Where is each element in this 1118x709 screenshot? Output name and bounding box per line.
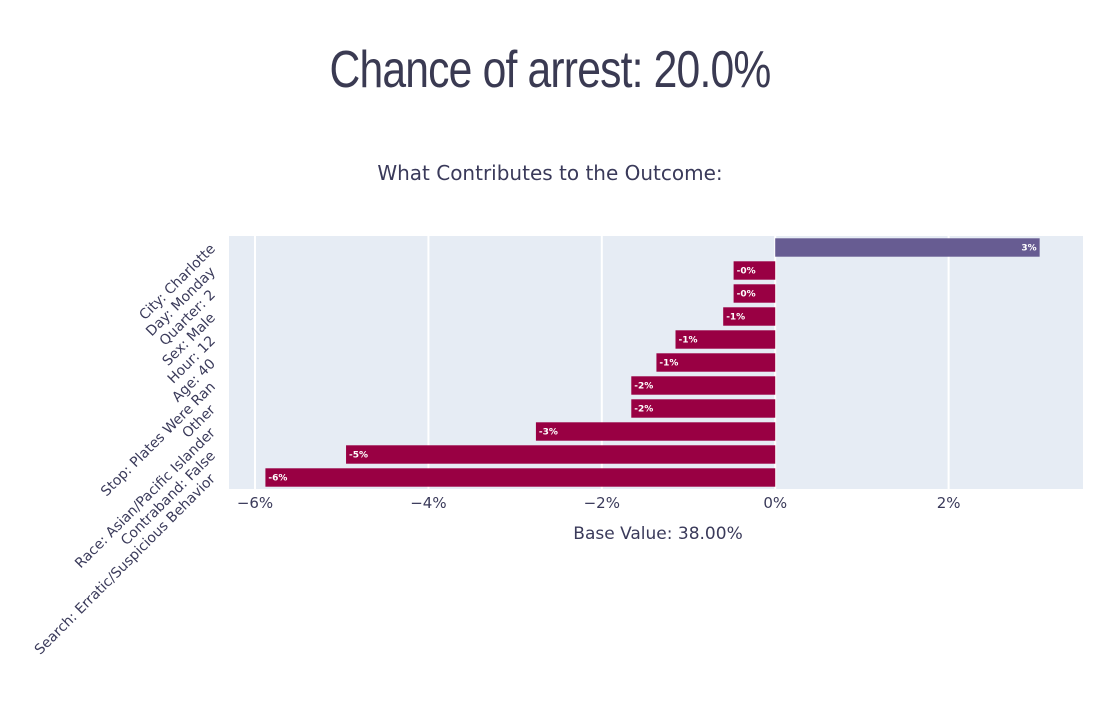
bar-data-label: -2%	[634, 405, 653, 415]
bars: 3% -0% -0% -1% -1% -1% -2% -2% -3% -5% -6%	[265, 238, 1040, 487]
bar	[723, 307, 776, 326]
bar-data-label: -5%	[349, 451, 368, 461]
bar	[346, 445, 776, 464]
x-tick-label: −2%	[584, 494, 620, 512]
bar-data-label: 3%	[1021, 244, 1036, 254]
y-tick-label: Search: Erratic/Suspicious Behavior	[32, 471, 219, 658]
bar	[631, 399, 776, 418]
x-tick-label: −4%	[410, 494, 446, 512]
bar-data-label: -6%	[268, 474, 287, 484]
bar-data-label: -1%	[659, 359, 678, 369]
bar	[733, 261, 776, 280]
bar-data-label: -2%	[634, 382, 653, 392]
bar-data-label: -3%	[539, 428, 558, 438]
bar	[631, 376, 776, 395]
x-tick-label: 2%	[937, 494, 961, 512]
bar	[733, 284, 776, 303]
bar	[265, 468, 776, 487]
x-axis-ticks: −6% −4% −2% 0% 2%	[237, 494, 961, 512]
bar	[656, 353, 776, 372]
x-tick-label: 0%	[763, 494, 787, 512]
bar-data-label: -1%	[726, 313, 745, 323]
page-title: Chance of arrest: 20.0%	[329, 41, 772, 99]
bar	[535, 422, 776, 441]
bar-data-label: -0%	[737, 267, 756, 277]
bar	[675, 330, 776, 349]
bar	[775, 238, 1040, 257]
x-tick-label: −6%	[237, 494, 273, 512]
x-axis-label: Base Value: 38.00%	[573, 524, 742, 544]
bar-data-label: -0%	[737, 290, 756, 300]
bar-data-label: -1%	[679, 336, 698, 346]
chart-title: What Contributes to the Outcome:	[377, 161, 723, 185]
